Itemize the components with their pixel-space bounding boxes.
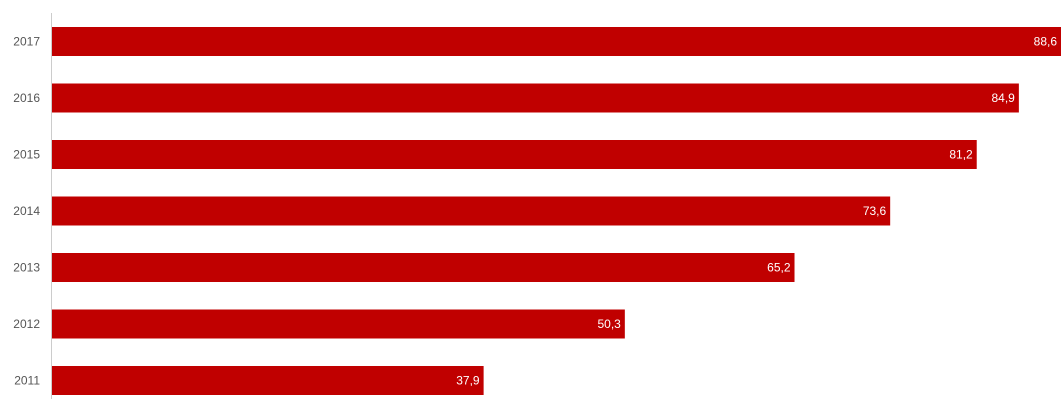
value-label-2012: 50,3 [597,317,621,331]
category-labels-group: 2017 2016 2015 2014 2013 2012 2011 [13,35,40,388]
value-label-2017: 88,6 [1034,35,1058,49]
category-label-2014: 2014 [13,204,40,218]
category-label-2017: 2017 [13,35,40,49]
bar-2017 [52,27,1061,56]
bar-2015 [52,140,977,169]
bars-group [52,27,1061,395]
category-label-2013: 2013 [13,261,40,275]
value-label-2016: 84,9 [992,91,1016,105]
category-label-2012: 2012 [13,317,40,331]
category-label-2016: 2016 [13,91,40,105]
value-label-2015: 81,2 [949,148,973,162]
category-label-2015: 2015 [13,148,40,162]
bar-2012 [52,309,625,339]
value-label-2014: 73,6 [863,204,887,218]
bar-2013 [52,253,795,282]
bar-2011 [52,366,484,395]
value-label-2013: 65,2 [767,261,791,275]
category-label-2011: 2011 [14,374,40,388]
bar-2016 [52,83,1019,113]
value-label-2011: 37,9 [456,374,480,388]
value-labels-group: 88,6 84,9 81,2 73,6 65,2 50,3 37,9 [456,35,1057,388]
bar-2014 [52,196,891,226]
